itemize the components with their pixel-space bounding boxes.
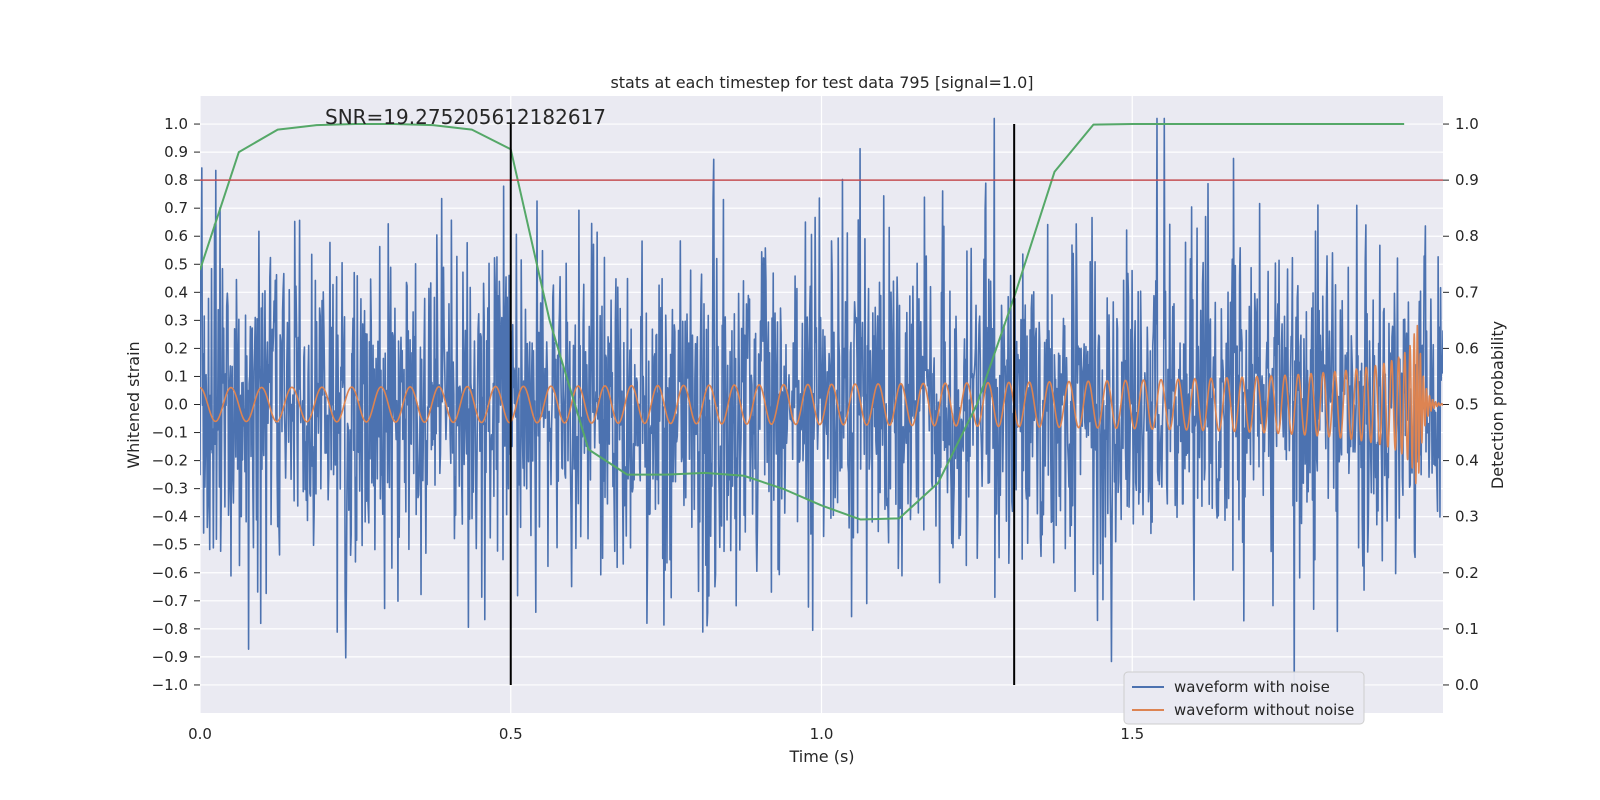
annotations [200, 124, 1443, 685]
y2-tick-label: 0.5 [1455, 396, 1479, 414]
y-tick-label: −0.4 [152, 508, 188, 526]
y-tick-label: 0.1 [164, 367, 188, 385]
legend-label: waveform without noise [1174, 701, 1354, 719]
y-tick-label: −0.8 [152, 620, 188, 638]
y2-tick-label: 0.2 [1455, 564, 1479, 582]
x-axis-label: Time (s) [788, 747, 854, 766]
y-tick-label: 0.7 [164, 199, 188, 217]
y2-tick-label: 0.0 [1455, 676, 1479, 694]
x-tick-label: 1.0 [810, 725, 834, 743]
y-tick-label: −0.1 [152, 424, 188, 442]
snr-annotation: SNR=19.275205612182617 [325, 105, 606, 129]
y2-tick-label: 0.4 [1455, 452, 1479, 470]
y2-tick-label: 0.8 [1455, 227, 1479, 245]
legend-box [1123, 671, 1365, 725]
series-waveform-without-noise [200, 324, 1443, 485]
y-tick-label: 0.3 [164, 311, 188, 329]
y-tick-label: −0.9 [152, 648, 188, 666]
y-tick-label: −1.0 [152, 676, 188, 694]
y-tick-label: 0.2 [164, 339, 188, 357]
y-tick-label: 0.4 [164, 283, 188, 301]
y2-axis-label: Detection probability [1488, 321, 1507, 489]
series-detection-probability [200, 123, 1405, 521]
series-waveform-with-noise [200, 117, 1443, 692]
x-tick-label: 1.5 [1120, 725, 1144, 743]
y-tick-label: −0.3 [152, 480, 188, 498]
legend: waveform with noise waveform without nois… [1123, 671, 1365, 725]
y2-tick-label: 0.1 [1455, 620, 1479, 638]
y-tick-label: 0.5 [164, 255, 188, 273]
y-tick-label: −0.2 [152, 452, 188, 470]
chart-title: stats at each timestep for test data 795… [610, 73, 1033, 92]
y2-tick-label: 0.9 [1455, 171, 1479, 189]
y2-tick-label: 1.0 [1455, 115, 1479, 133]
y-tick-label: −0.6 [152, 564, 188, 582]
axes: 0.0 0.5 1.0 1.5 −1.0 −0.9 −0.8 −0.7 −0.6 −0.5 −0.4… [152, 115, 1479, 743]
y-tick-label: 0.9 [164, 143, 188, 161]
y-tick-label: 0.0 [164, 396, 188, 414]
y-tick-label: −0.7 [152, 592, 188, 610]
y-axis-label: Whitened strain [124, 341, 143, 468]
y-tick-label: 1.0 [164, 115, 188, 133]
legend-label: waveform with noise [1174, 678, 1330, 696]
y-tick-label: 0.8 [164, 171, 188, 189]
plot-data [200, 117, 1443, 692]
x-tick-label: 0.0 [188, 725, 212, 743]
y-tick-label: 0.6 [164, 227, 188, 245]
y-tick-label: −0.5 [152, 536, 188, 554]
y2-tick-label: 0.6 [1455, 339, 1479, 357]
x-tick-label: 0.5 [499, 725, 523, 743]
y2-tick-label: 0.3 [1455, 508, 1479, 526]
y2-tick-label: 0.7 [1455, 283, 1479, 301]
